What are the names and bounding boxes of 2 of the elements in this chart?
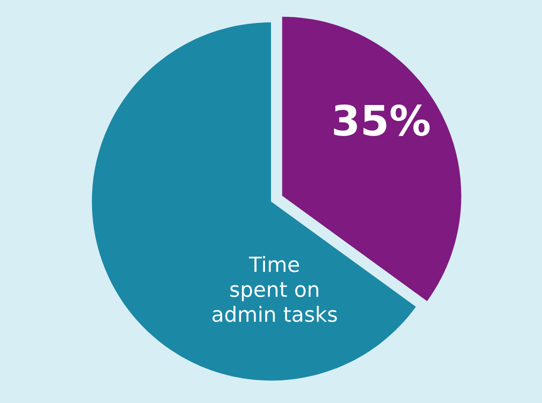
text: Time spent on admin tasks — [212, 256, 337, 322]
data-label: 35% — [334, 104, 430, 136]
